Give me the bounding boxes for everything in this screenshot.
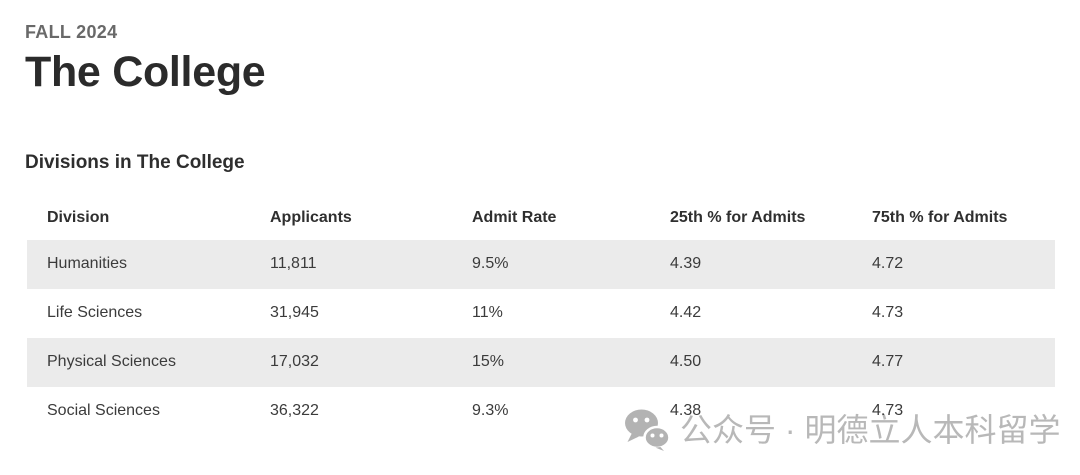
cell-25th-percentile: 4.38 <box>670 402 702 419</box>
cell-division: Humanities <box>47 255 128 272</box>
cell-division: Social Sciences <box>47 402 160 419</box>
main-content: FALL 2024 The College Divisions in The C… <box>25 22 1055 436</box>
term-eyebrow: FALL 2024 <box>25 22 118 42</box>
cell-admit-rate: 9.5% <box>472 255 509 272</box>
column-header-75th-percentile: 75th % for Admits <box>872 209 1008 226</box>
cell-75th-percentile: 4.73 <box>872 304 904 321</box>
cell-75th-percentile: 4.73 <box>872 402 904 419</box>
cell-applicants: 31,945 <box>270 304 319 321</box>
cell-25th-percentile: 4.39 <box>670 255 702 272</box>
cell-applicants: 17,032 <box>270 353 319 370</box>
cell-division: Life Sciences <box>47 304 143 321</box>
section-heading: Divisions in The College <box>25 152 245 173</box>
cell-applicants: 11,811 <box>270 255 317 272</box>
cell-25th-percentile: 4.50 <box>670 353 702 370</box>
table-row: Social Sciences 36,322 9.3% 4.38 4.73 <box>27 387 1055 436</box>
column-header-applicants: Applicants <box>270 209 352 226</box>
column-header-admit-rate: Admit Rate <box>472 209 557 226</box>
cell-admit-rate: 11% <box>472 304 503 321</box>
table-row: Humanities 11,811 9.5% 4.39 4.72 <box>27 240 1055 289</box>
column-header-25th-percentile: 25th % for Admits <box>670 209 806 226</box>
table-row: Life Sciences 31,945 11% 4.42 4.73 <box>27 289 1055 338</box>
table-header-row: Division Applicants Admit Rate 25th % fo… <box>27 196 1055 240</box>
cell-division: Physical Sciences <box>47 353 176 370</box>
cell-admit-rate: 9.3% <box>472 402 509 419</box>
cell-25th-percentile: 4.42 <box>670 304 702 321</box>
cell-admit-rate: 15% <box>472 353 505 370</box>
cell-75th-percentile: 4.72 <box>872 255 904 272</box>
column-header-division: Division <box>47 209 110 226</box>
table-row: Physical Sciences 17,032 15% 4.50 4.77 <box>27 338 1055 387</box>
cell-applicants: 36,322 <box>270 402 319 419</box>
divisions-table: Division Applicants Admit Rate 25th % fo… <box>27 196 1055 436</box>
cell-75th-percentile: 4.77 <box>872 353 904 370</box>
page-title: The College <box>25 48 266 96</box>
